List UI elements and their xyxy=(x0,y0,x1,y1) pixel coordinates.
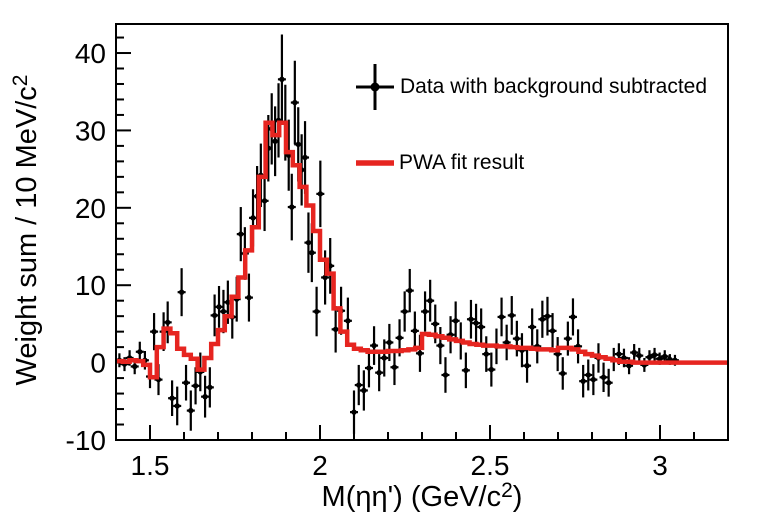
y-tick-label: 10 xyxy=(75,270,106,301)
y-tick-label: 40 xyxy=(75,38,106,69)
data-series-points xyxy=(115,34,679,434)
y-tick-label: 20 xyxy=(75,193,106,224)
plot-frame xyxy=(115,23,729,441)
fit-curve xyxy=(116,120,728,380)
x-tick-label: 3 xyxy=(652,450,668,481)
x-tick-label: 2 xyxy=(312,450,328,481)
y-tick-label: 0 xyxy=(90,348,106,379)
y-tick-label: 30 xyxy=(75,115,106,146)
axis-tick-labels: 1.5 2 2.5 3 -10 0 10 20 30 40 xyxy=(66,38,668,481)
y-tick-label: -10 xyxy=(66,425,106,456)
y-axis-title: Weight sum / 10 MeV/c2 xyxy=(9,75,43,386)
x-tick-label: 1.5 xyxy=(131,450,170,481)
x-tick-label: 2.5 xyxy=(471,450,510,481)
axis-ticks xyxy=(116,36,695,441)
x-axis-title: M(ηη') (GeV/c2) xyxy=(322,479,523,513)
